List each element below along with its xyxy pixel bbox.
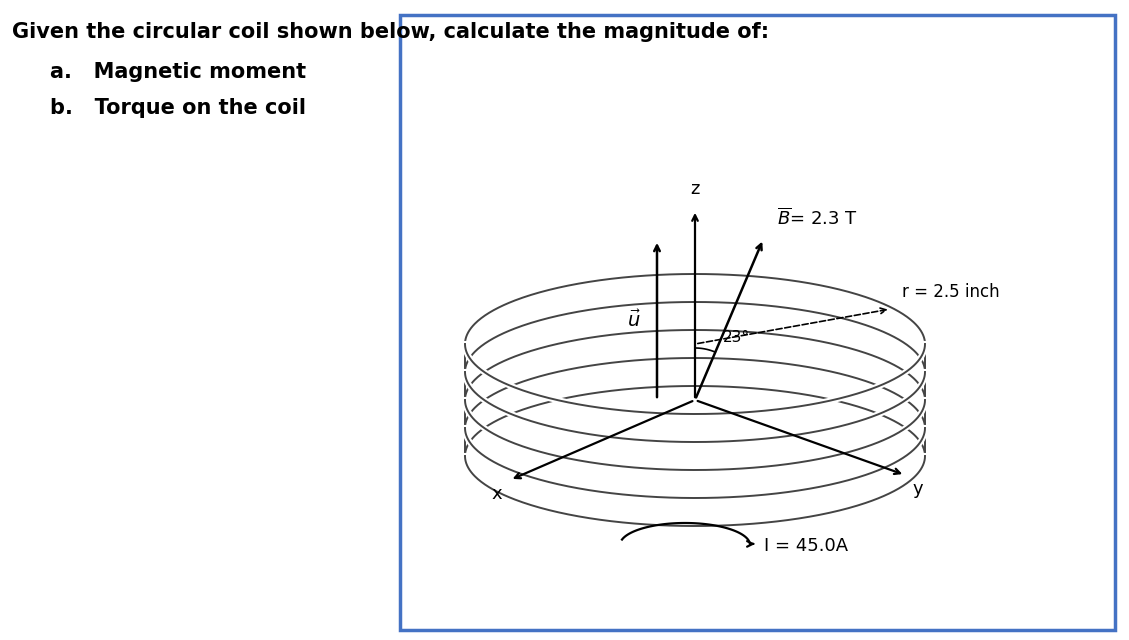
Text: $\vec{u}$: $\vec{u}$ bbox=[628, 309, 641, 331]
Text: x: x bbox=[491, 485, 502, 503]
Text: y: y bbox=[913, 480, 924, 498]
Text: z: z bbox=[690, 180, 700, 198]
Text: I = 45.0A: I = 45.0A bbox=[764, 537, 848, 555]
Text: a.   Magnetic moment: a. Magnetic moment bbox=[50, 62, 306, 82]
Text: 23°: 23° bbox=[723, 330, 750, 345]
Text: r = 2.5 inch: r = 2.5 inch bbox=[902, 283, 1000, 301]
Text: b.   Torque on the coil: b. Torque on the coil bbox=[50, 98, 306, 118]
Text: Given the circular coil shown below, calculate the magnitude of:: Given the circular coil shown below, cal… bbox=[12, 22, 769, 42]
Text: $\overline{B}$= 2.3 T: $\overline{B}$= 2.3 T bbox=[778, 207, 858, 229]
Bar bbox=[400, 15, 1115, 630]
